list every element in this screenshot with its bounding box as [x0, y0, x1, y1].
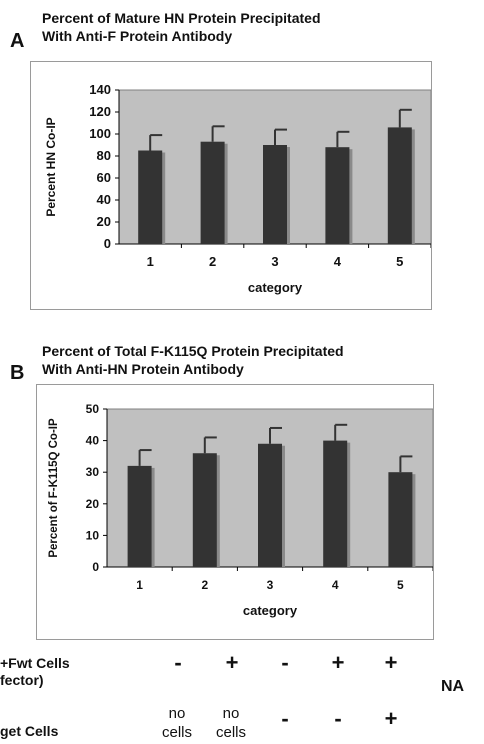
target-value-line2: cells: [215, 724, 246, 741]
effector-row-label-line1: +Fwt Cells: [0, 655, 70, 671]
x-tick-label: 2: [201, 578, 208, 592]
bar: [263, 145, 287, 244]
x-axis-title: category: [248, 280, 303, 295]
x-tick-label: 3: [271, 254, 278, 269]
bar: [192, 453, 217, 567]
chart-a-frame: 0 20 40 60 80 100 120 140 1 2 3 4 5 category Percent H…: [30, 61, 432, 310]
bar: [388, 472, 413, 567]
bar: [325, 147, 350, 244]
x-tick-label: 4: [334, 254, 342, 269]
y-tick-label: 40: [86, 434, 100, 448]
chart-b-frame: 0 10 20 30 40 50 1 2 3 4 5 category Percent of F-K11…: [36, 384, 434, 640]
target-value: -: [334, 706, 342, 731]
target-value-line2: cells: [161, 724, 192, 741]
panel-a-title-line2: With Anti-F Protein Antibody: [42, 28, 233, 44]
panel-a-title-line1: Percent of Mature HN Protein Precipitate…: [42, 10, 321, 26]
x-tick-label: 1: [136, 578, 143, 592]
x-tick-label: 1: [147, 254, 154, 269]
x-tick-label: 5: [396, 254, 403, 269]
y-tick-label: 140: [89, 82, 111, 97]
bar: [387, 127, 412, 244]
effector-value: +: [225, 650, 239, 675]
panel-b-title-line2: With Anti-HN Protein Antibody: [42, 361, 244, 377]
na-label: NA: [441, 678, 465, 695]
target-value-line1: no: [168, 705, 186, 722]
effector-value: -: [174, 650, 182, 675]
y-tick-label: 20: [97, 214, 111, 229]
panel-a-letter: A: [10, 30, 25, 52]
y-tick-label: 40: [97, 192, 111, 207]
y-tick-label: 80: [97, 148, 111, 163]
y-tick-label: 10: [86, 528, 100, 542]
y-tick-label: 0: [92, 560, 99, 574]
x-tick-label: 5: [397, 578, 404, 592]
y-tick-label: 20: [86, 497, 100, 511]
chart-b: 0 10 20 30 40 50 1 2 3 4 5 category Percent of F-K11…: [48, 402, 434, 618]
bar: [200, 141, 225, 244]
effector-row-label-line2: fector): [0, 672, 44, 688]
bar: [258, 443, 282, 567]
y-tick-label: 30: [86, 465, 100, 479]
panel-b-title-line1: Percent of Total F-K115Q Protein Precipi…: [42, 343, 344, 359]
x-tick-label: 3: [267, 578, 274, 592]
y-tick-label: 100: [89, 126, 111, 141]
x-tick-label: 4: [332, 578, 339, 592]
target-value: +: [384, 706, 398, 731]
effector-value: -: [281, 650, 289, 675]
x-tick-label: 2: [209, 254, 216, 269]
y-tick-label: 0: [104, 236, 111, 251]
y-tick-label: 120: [89, 104, 111, 119]
panel-b-letter: B: [10, 362, 25, 384]
target-value: -: [281, 706, 289, 731]
y-axis-title: Percent of F-K115Q Co-IP: [48, 418, 60, 558]
bar: [127, 465, 152, 567]
target-value-line1: no: [222, 705, 240, 722]
y-tick-label: 60: [97, 170, 111, 185]
effector-value: +: [384, 650, 398, 675]
bar: [138, 150, 163, 244]
y-tick-label: 50: [86, 402, 100, 416]
bar: [323, 440, 348, 567]
effector-value: +: [331, 650, 345, 675]
target-row-label: get Cells: [0, 723, 59, 739]
chart-a: 0 20 40 60 80 100 120 140 1 2 3 4 5 category Percent H…: [44, 82, 432, 295]
x-axis-title: category: [243, 603, 298, 618]
y-axis-title: Percent HN Co-IP: [44, 117, 58, 216]
